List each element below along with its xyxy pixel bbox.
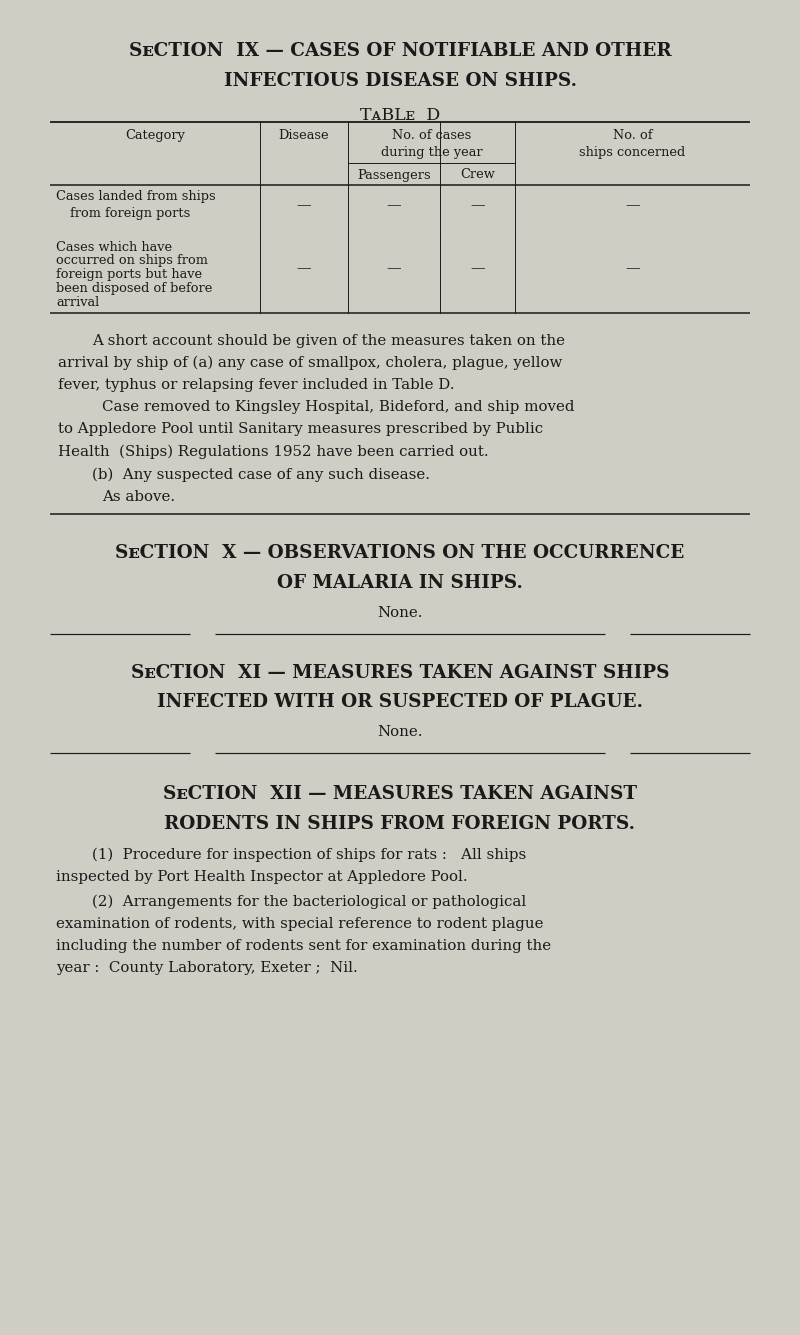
Text: SᴇCTION  IX — CASES OF NOTIFIABLE AND OTHER: SᴇCTION IX — CASES OF NOTIFIABLE AND OTH… [129, 41, 671, 60]
Text: None.: None. [378, 725, 422, 740]
Text: Category: Category [125, 129, 185, 142]
Text: INFECTED WITH OR SUSPECTED OF PLAGUE.: INFECTED WITH OR SUSPECTED OF PLAGUE. [157, 693, 643, 712]
Text: —: — [625, 262, 640, 275]
Text: —: — [386, 262, 402, 275]
Text: Case removed to Kingsley Hospital, Bideford, and ship moved: Case removed to Kingsley Hospital, Bidef… [102, 400, 574, 414]
Text: fever, typhus or relapsing fever included in Table D.: fever, typhus or relapsing fever include… [58, 378, 454, 392]
Text: to Appledore Pool until Sanitary measures prescribed by Public: to Appledore Pool until Sanitary measure… [58, 422, 543, 437]
Text: Passengers: Passengers [357, 168, 431, 182]
Text: Health  (Ships) Regulations 1952 have been carried out.: Health (Ships) Regulations 1952 have bee… [58, 445, 489, 459]
Text: (1)  Procedure for inspection of ships for rats :   All ships: (1) Procedure for inspection of ships fo… [92, 848, 526, 862]
Text: Cases which have: Cases which have [56, 240, 172, 254]
Text: arrival by ship of (a) any case of smallpox, cholera, plague, yellow: arrival by ship of (a) any case of small… [58, 355, 562, 370]
Text: examination of rodents, with special reference to rodent plague: examination of rodents, with special ref… [56, 917, 543, 930]
Text: (b)  Any suspected case of any such disease.: (b) Any suspected case of any such disea… [92, 467, 430, 482]
Text: No. of cases
during the year: No. of cases during the year [381, 129, 482, 159]
Text: INFECTIOUS DISEASE ON SHIPS.: INFECTIOUS DISEASE ON SHIPS. [223, 72, 577, 89]
Text: —: — [386, 199, 402, 212]
Text: OF MALARIA IN SHIPS.: OF MALARIA IN SHIPS. [277, 574, 523, 591]
Text: —: — [470, 262, 485, 275]
Text: Crew: Crew [460, 168, 495, 182]
Text: —: — [297, 262, 311, 275]
Text: SᴇCTION  XII — MEASURES TAKEN AGAINST: SᴇCTION XII — MEASURES TAKEN AGAINST [163, 785, 637, 804]
Text: including the number of rodents sent for examination during the: including the number of rodents sent for… [56, 939, 551, 953]
Text: —: — [470, 199, 485, 212]
Text: RODENTS IN SHIPS FROM FOREIGN PORTS.: RODENTS IN SHIPS FROM FOREIGN PORTS. [165, 814, 635, 833]
Text: TᴀBLᴇ  D: TᴀBLᴇ D [360, 107, 440, 124]
Text: As above.: As above. [102, 490, 175, 505]
Text: Disease: Disease [278, 129, 330, 142]
Text: SᴇCTION  X — OBSERVATIONS ON THE OCCURRENCE: SᴇCTION X — OBSERVATIONS ON THE OCCURREN… [115, 545, 685, 562]
Text: A short account should be given of the measures taken on the: A short account should be given of the m… [92, 334, 565, 347]
Text: SᴇCTION  XI — MEASURES TAKEN AGAINST SHIPS: SᴇCTION XI — MEASURES TAKEN AGAINST SHIP… [130, 663, 670, 682]
Text: year :  County Laboratory, Exeter ;  Nil.: year : County Laboratory, Exeter ; Nil. [56, 961, 358, 975]
Text: occurred on ships from: occurred on ships from [56, 254, 208, 267]
Text: Cases landed from ships: Cases landed from ships [56, 190, 216, 203]
Text: No. of
ships concerned: No. of ships concerned [579, 129, 686, 159]
Text: foreign ports but have: foreign ports but have [56, 268, 202, 282]
Text: been disposed of before: been disposed of before [56, 282, 212, 295]
Text: (2)  Arrangements for the bacteriological or pathological: (2) Arrangements for the bacteriological… [92, 894, 526, 909]
Text: —: — [297, 199, 311, 212]
Text: None.: None. [378, 606, 422, 619]
Text: arrival: arrival [56, 295, 99, 308]
Text: —: — [625, 199, 640, 212]
Text: from foreign ports: from foreign ports [70, 207, 190, 219]
Text: inspected by Port Health Inspector at Appledore Pool.: inspected by Port Health Inspector at Ap… [56, 870, 468, 884]
